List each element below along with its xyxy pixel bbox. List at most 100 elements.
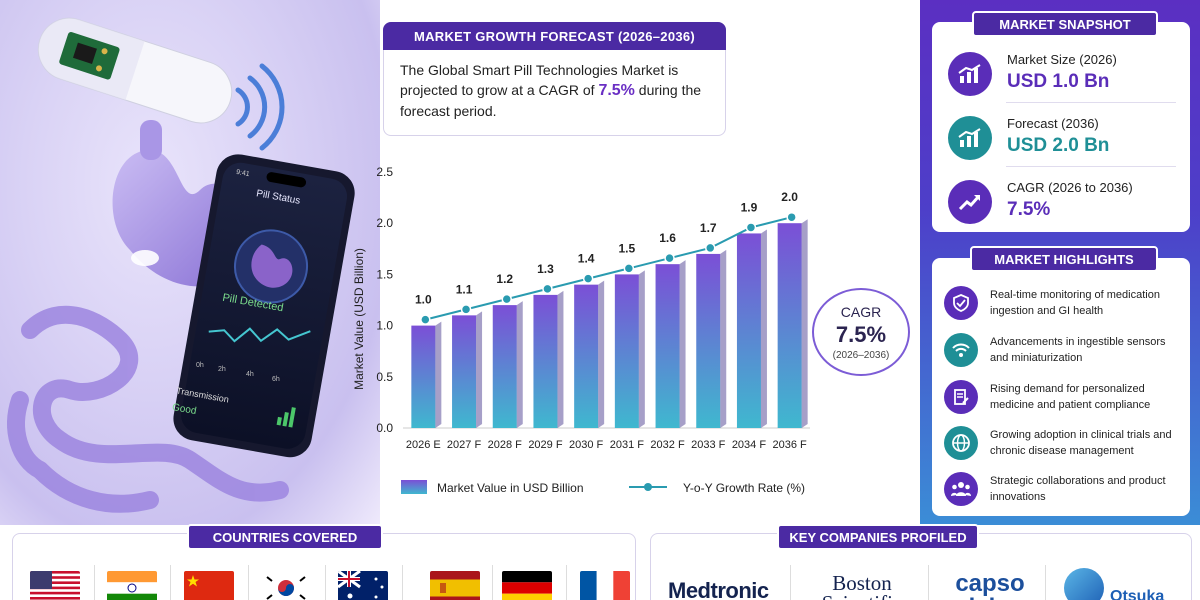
bar-side: [801, 219, 808, 428]
logo-divider: [1045, 565, 1046, 600]
data-label: 1.4: [578, 252, 595, 266]
forecast-text-after: during the forecast period.: [400, 82, 702, 119]
highlight-text: Rising demand for personalized medicine …: [990, 383, 1151, 411]
x-tick-label: 2034 F: [732, 439, 767, 451]
flag-divider: [170, 565, 171, 600]
data-label: 1.6: [659, 231, 676, 245]
bar-side: [476, 311, 483, 428]
usa-flag: [30, 571, 80, 600]
y-tick-label: 2.5: [376, 165, 393, 179]
bar-side: [679, 260, 686, 428]
growth-point: [501, 293, 512, 305]
shield-check-icon: [944, 286, 978, 320]
snapshot-divider: [1006, 166, 1176, 167]
x-tick-label: 2027 F: [447, 439, 482, 451]
snapshot-forecast: Forecast (2036) USD 2.0 Bn: [944, 108, 1184, 166]
bar-side: [516, 301, 523, 428]
x-tick-label: 2033 F: [691, 439, 726, 451]
data-label: 1.7: [700, 221, 717, 235]
growth-point: [786, 211, 797, 223]
snapshot-value: USD 2.0 Bn: [1007, 135, 1110, 156]
data-label: 1.9: [741, 200, 758, 214]
market-snapshot-title: MARKET SNAPSHOT: [972, 11, 1158, 37]
wifi-signal-icon: [944, 333, 978, 367]
forecast-text: The Global Smart Pill Technologies Marke…: [400, 60, 710, 121]
bar: [574, 284, 599, 428]
legend-line-label: Y-o-Y Growth Rate (%): [683, 481, 805, 495]
growth-point: [460, 304, 472, 315]
bar-side: [720, 249, 727, 428]
transmission-label: Transmission: [175, 385, 230, 405]
snapshot-value: USD 1.0 Bn: [1007, 71, 1110, 92]
india-flag: [107, 571, 157, 600]
snapshot-cagr: CAGR (2026 to 2036) 7.5%: [944, 172, 1184, 230]
highlight-item: Rising demand for personalized medicine …: [940, 376, 1188, 420]
bar-chart-up-icon: [948, 52, 992, 96]
key-companies-title: KEY COMPANIES PROFILED: [777, 524, 979, 550]
growth-point: [664, 252, 675, 264]
growth-point: [705, 242, 716, 254]
phone-tick-2: 4h: [246, 371, 254, 378]
cagr-bubble-period: (2026–2036): [832, 350, 890, 361]
medtronic-logo: Medtronic: [668, 578, 769, 600]
snapshot-label: Market Size (2026): [1007, 52, 1117, 67]
transmission-value: Good: [171, 401, 198, 418]
highlight-item: Growing adoption in clinical trials and …: [940, 422, 1188, 466]
flag-divider: [566, 565, 567, 600]
bar: [777, 223, 802, 428]
phone-tick-3: 6h: [272, 376, 280, 383]
phone-tick-1: 2h: [218, 366, 226, 373]
france-flag: [580, 571, 630, 600]
y-tick-label: 2.0: [376, 216, 393, 230]
bar: [736, 233, 761, 428]
growth-point: [745, 222, 757, 233]
pill-status-label: Pill Status: [255, 188, 302, 207]
market-highlights-title: MARKET HIGHLIGHTS: [970, 246, 1158, 272]
legend-bar-label: Market Value in USD Billion: [437, 481, 584, 495]
highlight-text: Real-time monitoring of medication inges…: [990, 289, 1160, 317]
bar-side: [557, 290, 564, 428]
trend-up-icon: [948, 180, 992, 224]
data-label: 1.3: [537, 262, 554, 276]
data-label: 1.5: [619, 241, 636, 255]
growth-point: [623, 263, 635, 274]
legend-line-marker: [644, 483, 652, 491]
globe-icon: [944, 426, 978, 460]
snapshot-label: CAGR (2026 to 2036): [1007, 180, 1133, 195]
y-axis-label: Market Value (USD Billion): [352, 248, 366, 390]
bar: [411, 325, 436, 428]
highlight-item: Strategic collaborations and product inn…: [940, 468, 1188, 512]
otsuka-logo-mark: [1064, 568, 1104, 600]
x-tick-label: 2031 F: [610, 439, 645, 451]
pill-detected-label: Pill Detected: [221, 291, 285, 315]
cagr-bubble-value: 7.5%: [835, 322, 887, 347]
highlight-text: Advancements in ingestible sensors and m…: [990, 336, 1166, 364]
bar-side: [598, 280, 605, 428]
logo-divider: [790, 565, 791, 600]
cagr-bubble-label: CAGR: [840, 304, 882, 320]
x-tick-label: 2028 F: [488, 439, 523, 451]
data-label: 1.1: [456, 282, 473, 296]
flag-divider: [248, 565, 249, 600]
growth-point: [582, 273, 594, 284]
highlight-item: Advancements in ingestible sensors and m…: [940, 329, 1188, 373]
phone-time: 9:41: [235, 168, 251, 179]
y-tick-label: 1.5: [376, 267, 393, 281]
flag-divider: [492, 565, 493, 600]
highlight-text: Growing adoption in clinical trials and …: [990, 429, 1172, 457]
australia-flag: [338, 571, 388, 600]
phone-tick-0: 0h: [196, 362, 204, 369]
flag-divider: [94, 565, 95, 600]
market-value-chart: 0.0 0.5 1.0 1.5 2.0 2.5 1.0 1.1 1.2 1.3 1.4 1.5 1.6…: [352, 165, 810, 495]
data-label: 2.0: [781, 190, 798, 204]
capsovision-logo: capso vision: [955, 570, 1025, 600]
highlight-text: Strategic collaborations and product inn…: [990, 475, 1166, 503]
y-tick-label: 0.0: [376, 421, 393, 435]
bar: [614, 274, 639, 428]
forecast-cagr: 7.5%: [598, 82, 635, 99]
bar: [492, 305, 517, 428]
x-tick-label: 2036 F: [773, 439, 808, 451]
forecast-text-before: The Global Smart Pill Technologies Marke…: [400, 62, 679, 98]
bar: [696, 253, 721, 428]
snapshot-market-size: Market Size (2026) USD 1.0 Bn: [944, 44, 1184, 102]
